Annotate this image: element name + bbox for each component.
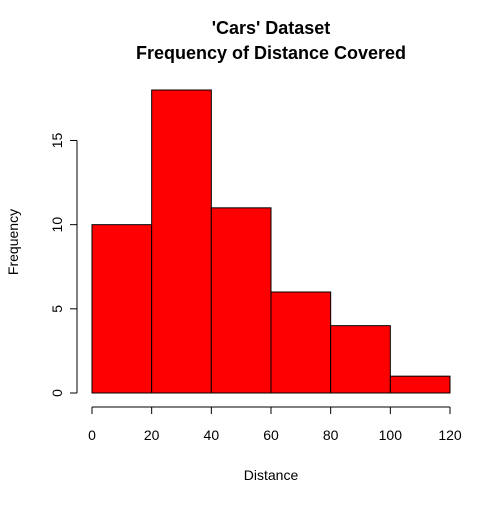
x-axis-label: Distance <box>244 467 299 483</box>
chart-title: 'Cars' Dataset Frequency of Distance Cov… <box>136 18 406 63</box>
x-tick-label-100: 100 <box>379 427 403 443</box>
x-tick-label-120: 120 <box>438 427 462 443</box>
x-tick-label-60: 60 <box>263 427 279 443</box>
histogram-bar-20-40 <box>151 89 212 394</box>
x-tick-label-40: 40 <box>204 427 220 443</box>
x-tick-label-0: 0 <box>88 427 96 443</box>
y-tick-label-10: 10 <box>49 217 65 233</box>
histogram-bar-80-100 <box>330 325 391 394</box>
histogram-bar-100-120 <box>389 375 451 394</box>
histogram-bar-40-60 <box>210 207 272 394</box>
x-tick-label-80: 80 <box>323 427 339 443</box>
y-tick-label-5: 5 <box>49 305 65 313</box>
y-axis: 0 5 10 15 <box>49 133 78 397</box>
x-tick-label-20: 20 <box>144 427 160 443</box>
x-axis: 0 20 40 60 80 100 120 <box>88 406 462 443</box>
y-tick-label-15: 15 <box>49 133 65 149</box>
y-axis-label: Frequency <box>5 209 21 275</box>
y-tick-label-0: 0 <box>49 389 65 397</box>
chart-title-line-2: Frequency of Distance Covered <box>136 43 406 63</box>
histogram-bar-60-80 <box>270 291 332 394</box>
histogram-bar-0-20 <box>91 224 153 394</box>
chart-title-line-1: 'Cars' Dataset <box>212 18 331 38</box>
bars <box>91 89 451 394</box>
